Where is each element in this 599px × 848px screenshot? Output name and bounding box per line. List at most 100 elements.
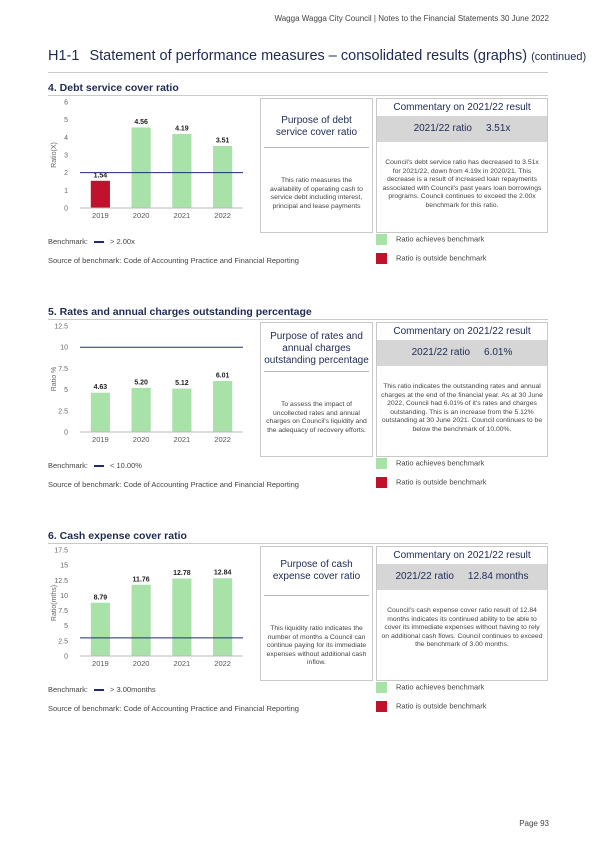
benchmark-source: Source of benchmark: Code of Accounting … (48, 480, 299, 489)
achieves-swatch-icon (376, 234, 387, 245)
bar (131, 127, 151, 208)
bar-value-label: 6.01 (216, 373, 230, 380)
purpose-rule (264, 595, 369, 596)
y-tick-label: 2.5 (58, 408, 68, 415)
y-tick-label: 0 (64, 206, 68, 213)
benchmark-line: Benchmark: > 2.00x (48, 237, 135, 246)
x-tick-label: 2022 (214, 211, 231, 220)
commentary-box: Commentary on 2021/22 result 2021/22 rat… (376, 322, 548, 457)
y-tick-label: 17.5 (54, 548, 68, 555)
outside-swatch-icon (376, 701, 387, 712)
bar-value-label: 12.78 (173, 570, 191, 577)
commentary-box: Commentary on 2021/22 result 2021/22 rat… (376, 98, 548, 233)
purpose-title: Purpose of cash expense cover ratio (272, 559, 361, 582)
commentary-title: Commentary on 2021/22 result (393, 326, 531, 337)
x-tick-label: 2022 (214, 659, 231, 668)
ratio-value: 6.01% (484, 347, 513, 358)
ratio-label: 2021/22 ratio (413, 123, 472, 134)
achieves-swatch-icon (376, 458, 387, 469)
y-tick-label: 1 (64, 188, 68, 195)
purpose-title: Purpose of debt service cover ratio (275, 115, 358, 138)
ratio-label: 2021/22 ratio (411, 347, 471, 358)
legend-outside: Ratio is outside benchmark (376, 701, 486, 712)
bar (90, 180, 110, 208)
benchmark-label: Benchmark: (48, 237, 89, 246)
y-axis-label: Ratio % (51, 367, 58, 392)
section-rule (48, 543, 548, 544)
bar (172, 133, 192, 208)
section-title: 6. Cash expense cover ratio (48, 530, 187, 542)
benchmark-source: Source of benchmark: Code of Accounting … (48, 256, 299, 265)
legend-achieves: Ratio achieves benchmark (376, 458, 484, 469)
benchmark-marker-icon (94, 465, 105, 468)
commentary-title: Commentary on 2021/22 result (393, 102, 531, 113)
x-tick-label: 2021 (174, 659, 191, 668)
y-tick-label: 7.5 (58, 608, 68, 615)
legend-outside-label: Ratio is outside benchmark (396, 253, 487, 263)
purpose-box: Purpose of rates and annual charges outs… (260, 322, 373, 457)
bar-value-label: 11.76 (133, 576, 150, 583)
y-tick-label: 10 (60, 593, 68, 600)
running-header: Wagga Wagga City Council | Notes to the … (274, 14, 549, 23)
benchmark-marker-icon (94, 689, 105, 692)
y-tick-label: 10 (60, 345, 68, 352)
ratio-band: 2021/22 ratio 6.01% (377, 340, 547, 366)
purpose-rule (264, 147, 369, 148)
benchmark-value: > 2.00x (110, 237, 135, 246)
debt-service-chart: 0 1 2 3 4 5 6 Ratio(X) 1.54 2019 4.56 2020 4.19 2021 3… (51, 100, 243, 220)
bar-value-label: 5.12 (175, 380, 189, 387)
bar (131, 387, 151, 432)
y-tick-label: 12.5 (54, 324, 68, 331)
bar-value-label: 8.79 (94, 594, 108, 601)
bar-value-label: 4.19 (175, 125, 189, 132)
legend-achieves-label: Ratio achieves benchmark (396, 682, 485, 692)
section-title: 4. Debt service cover ratio (48, 82, 179, 94)
ratio-band: 2021/22 ratio 3.51x (377, 116, 547, 142)
purpose-rule (264, 371, 369, 372)
rates-outstanding-chart: 0 2.5 5 7.5 10 12.5 Ratio % 4.63 2019 5.20 2020 5.1… (51, 324, 243, 444)
y-tick-label: 2 (64, 170, 68, 177)
x-tick-label: 2020 (133, 211, 150, 220)
commentary-title: Commentary on 2021/22 result (393, 550, 531, 561)
benchmark-value: > 3.00months (110, 685, 156, 694)
benchmark-line: Benchmark: > 3.00months (48, 685, 156, 694)
bar-value-label: 4.56 (134, 119, 148, 126)
commentary-box: Commentary on 2021/22 result 2021/22 rat… (376, 546, 548, 681)
y-tick-label: 5 (64, 623, 68, 630)
bar-value-label: 5.20 (134, 379, 148, 386)
x-tick-label: 2022 (214, 435, 231, 444)
section-rule (48, 95, 548, 96)
achieves-swatch-icon (376, 682, 387, 693)
page-title: Statement of performance measures – cons… (89, 48, 528, 64)
y-tick-label: 15 (60, 563, 68, 570)
y-tick-label: 0 (64, 654, 68, 661)
benchmark-marker-icon (94, 241, 105, 244)
cash-expense-chart: 0 2.5 5 7.5 10 12.5 15 17.5 Ratio(mths) 8.79 2019 1… (51, 548, 243, 668)
y-tick-label: 5 (64, 387, 68, 394)
ratio-value: 3.51x (485, 123, 511, 134)
section-debt-service: 4. Debt service cover ratio 0 1 2 3 4 5 6 Ratio… (48, 82, 548, 282)
bar (172, 388, 192, 432)
y-axis-label: Ratio(X) (51, 142, 58, 168)
ratio-band: 2021/22 ratio 12.84 months (377, 564, 547, 590)
commentary-text: This ratio indicates the outstanding rat… (381, 383, 543, 433)
y-tick-label: 6 (64, 100, 68, 107)
legend-achieves-label: Ratio achieves benchmark (396, 234, 485, 244)
bar (213, 145, 233, 208)
bar-value-label: 4.63 (94, 384, 108, 391)
section-rule (48, 319, 548, 320)
ratio-label: 2021/22 ratio (395, 571, 454, 582)
y-axis-label: Ratio(mths) (51, 585, 58, 621)
legend-outside-label: Ratio is outside benchmark (396, 701, 487, 711)
legend-achieves: Ratio achieves benchmark (376, 682, 484, 693)
outside-swatch-icon (376, 253, 387, 264)
benchmark-label: Benchmark: (48, 685, 89, 694)
benchmark-line: Benchmark: < 10.00% (48, 461, 142, 470)
outside-swatch-icon (376, 477, 387, 488)
x-tick-label: 2019 (92, 211, 109, 220)
legend-outside-label: Ratio is outside benchmark (396, 477, 487, 487)
section-title: 5. Rates and annual charges outstanding … (48, 306, 312, 318)
bar-value-label: 1.54 (94, 172, 108, 179)
y-tick-label: 3 (64, 153, 68, 160)
bar-value-label: 3.51 (216, 137, 230, 144)
